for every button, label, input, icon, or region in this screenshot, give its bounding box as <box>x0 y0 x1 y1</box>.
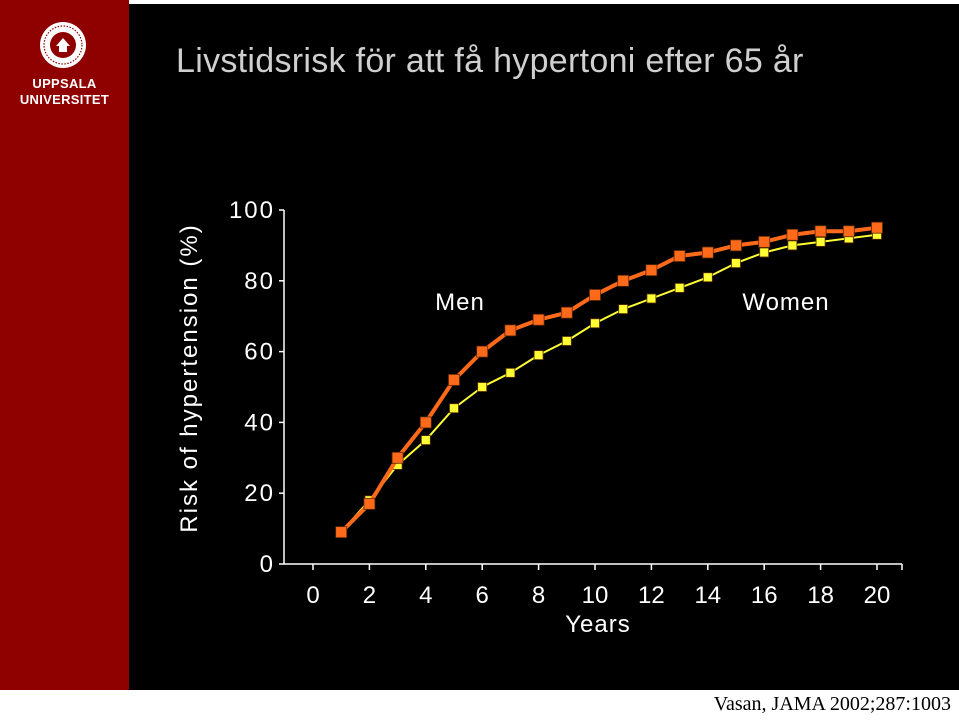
x-tick-label: 10 <box>582 582 609 609</box>
data-point-women <box>561 336 572 346</box>
data-point-men <box>589 289 601 301</box>
x-tick-label: 18 <box>807 582 834 609</box>
data-point-women <box>449 403 459 414</box>
data-point-women <box>731 258 741 269</box>
data-point-men <box>673 250 686 262</box>
x-tick-label: 12 <box>638 582 665 609</box>
data-point-women <box>533 350 544 361</box>
data-point-women <box>759 247 770 258</box>
data-point-men <box>391 451 404 464</box>
data-point-men <box>419 416 432 429</box>
data-point-men <box>335 526 348 539</box>
x-tick-label: 0 <box>306 582 319 609</box>
data-point-men <box>363 497 376 510</box>
y-tick-label: 100 <box>229 197 275 224</box>
y-tick-label: 60 <box>244 339 275 366</box>
data-point-women <box>646 293 657 304</box>
data-point-men <box>448 374 460 386</box>
data-point-women <box>477 382 488 392</box>
data-point-men <box>532 313 545 326</box>
author-footer: Johan Sundström <box>6 699 103 714</box>
data-point-women <box>618 304 629 315</box>
x-tick-label: 16 <box>751 582 778 609</box>
data-point-women <box>505 367 516 378</box>
university-name-line2: UNIVERSITET <box>19 92 110 107</box>
sidebar: UPPSALA UNIVERSITET <box>0 0 129 690</box>
citation: Vasan, JAMA 2002;287:1003 <box>713 693 951 715</box>
data-point-men <box>871 221 883 234</box>
x-tick-label: 6 <box>476 582 489 609</box>
y-tick-label: 40 <box>244 409 275 436</box>
university-seal-icon <box>40 22 86 68</box>
y-tick-label: 0 <box>260 551 275 578</box>
data-point-men <box>758 235 771 248</box>
data-point-women <box>674 282 685 293</box>
y-tick-label: 20 <box>244 480 275 507</box>
x-tick-label: 8 <box>532 582 545 609</box>
data-point-men <box>476 345 489 358</box>
data-point-women <box>702 272 713 283</box>
x-tick-label: 14 <box>694 582 721 609</box>
data-point-men <box>814 225 827 238</box>
data-point-men <box>617 274 630 287</box>
data-point-men <box>730 239 742 252</box>
series-line-women <box>340 233 878 533</box>
data-point-women <box>787 240 798 251</box>
data-point-men <box>645 264 658 277</box>
series-label-women: Women <box>742 289 829 316</box>
data-point-men <box>560 306 573 319</box>
y-tick-label: 80 <box>244 268 275 295</box>
data-point-men <box>842 225 855 238</box>
data-point-men <box>701 246 714 259</box>
x-tick-label: 20 <box>864 582 891 609</box>
data-point-women <box>815 236 826 247</box>
data-point-women <box>420 435 431 446</box>
slide-background <box>129 4 959 690</box>
slide-title: Livstidsrisk för att få hypertoni efter … <box>176 42 804 80</box>
x-tick-label: 2 <box>363 582 376 609</box>
data-point-women <box>590 318 600 329</box>
university-name-line1: UPPSALA <box>32 76 97 91</box>
x-tick-label: 4 <box>419 582 432 609</box>
data-point-men <box>786 228 799 241</box>
series-label-men: Men <box>435 289 485 316</box>
x-axis-label: Years <box>565 611 631 638</box>
data-point-men <box>504 324 517 337</box>
series-line-men <box>339 225 878 534</box>
